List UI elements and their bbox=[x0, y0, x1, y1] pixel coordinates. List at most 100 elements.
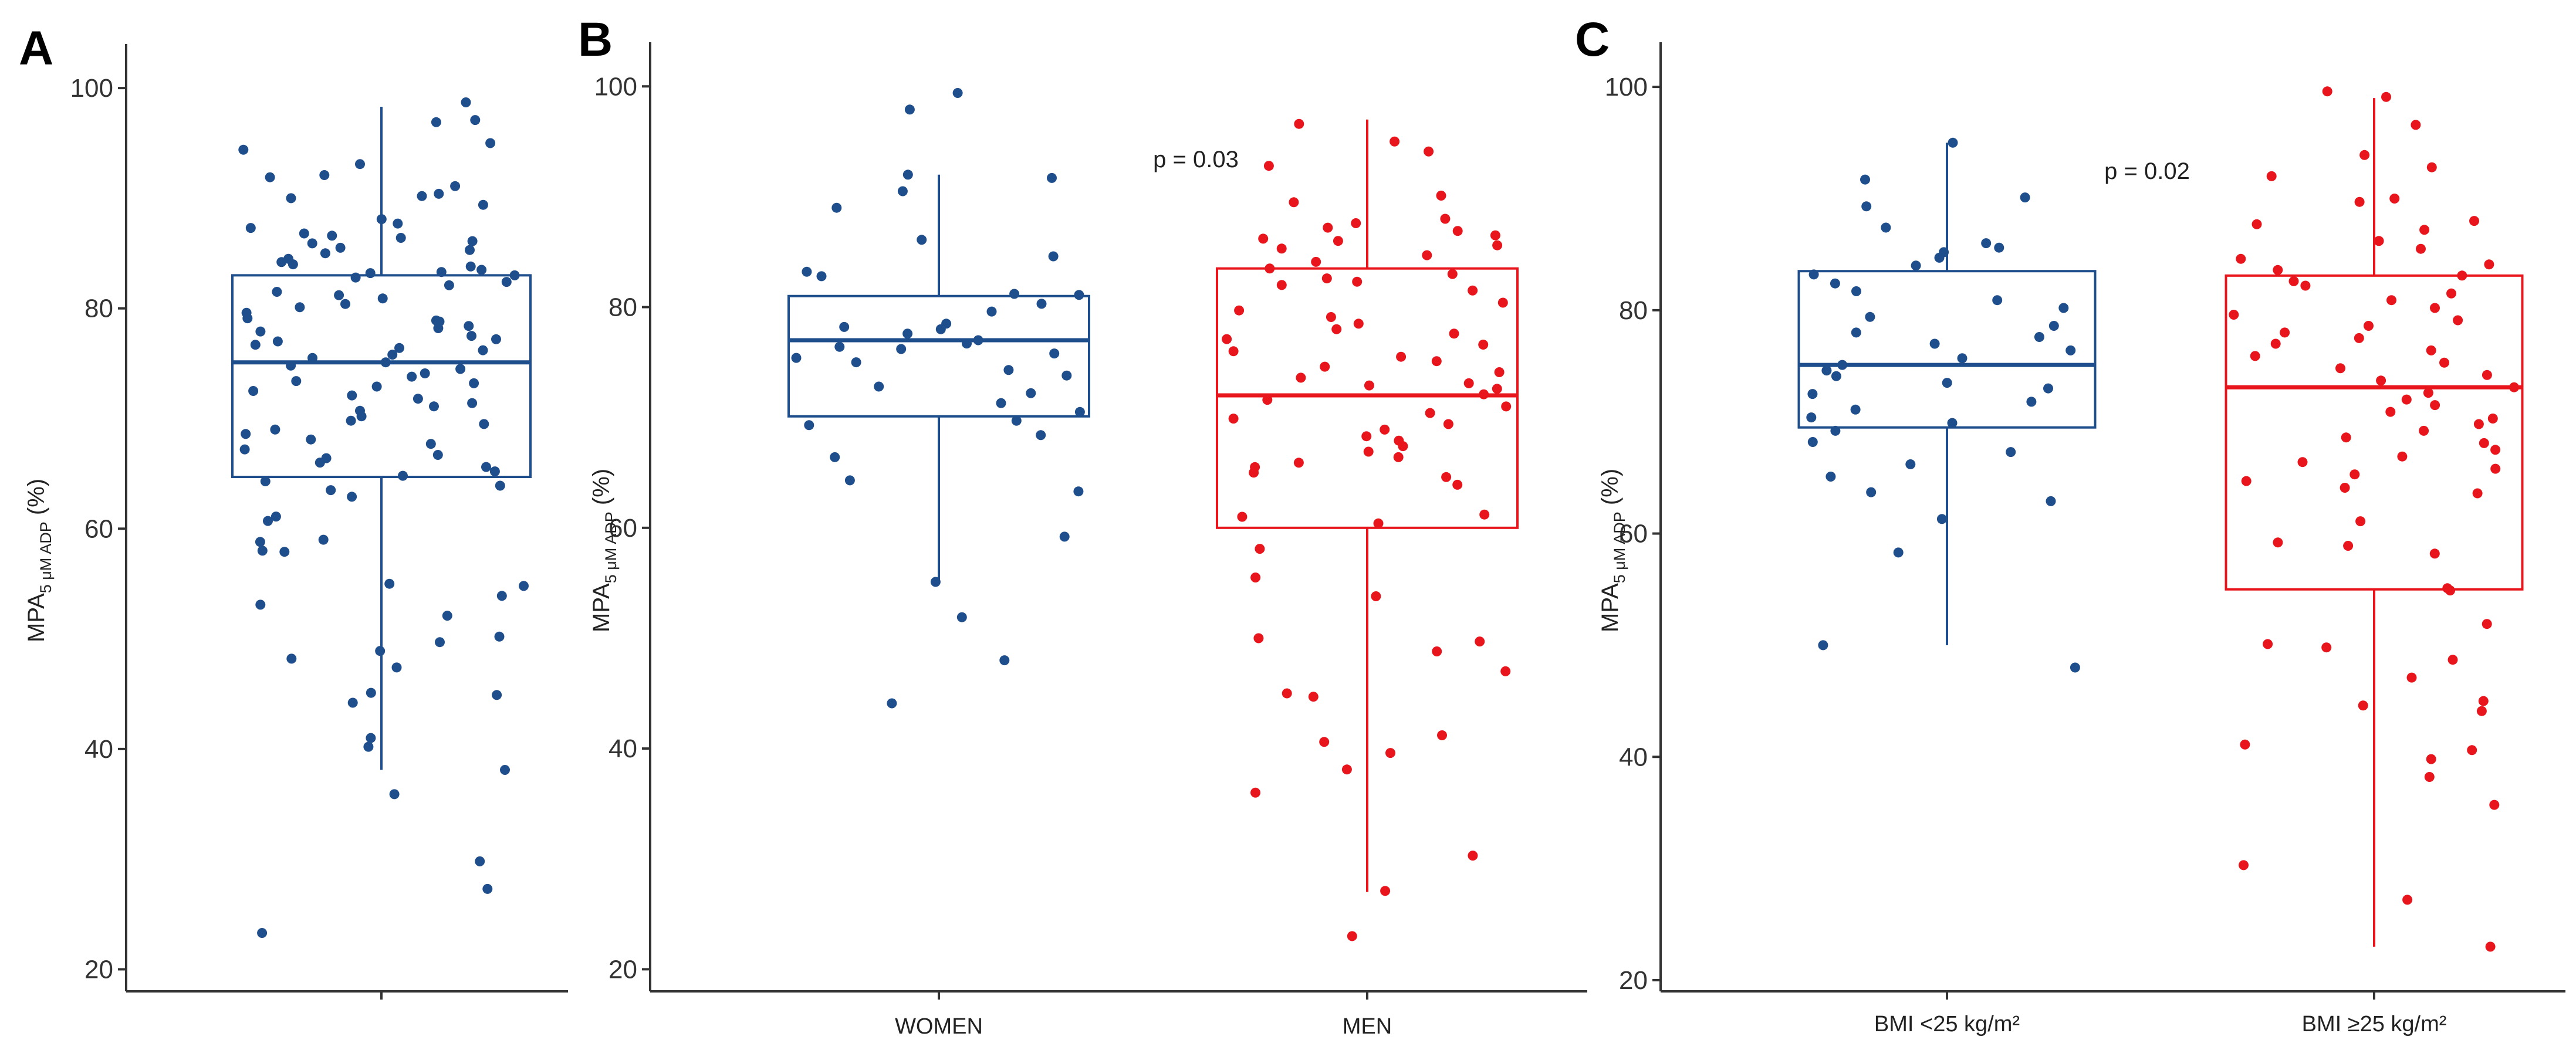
data-point bbox=[389, 789, 400, 800]
data-point bbox=[270, 424, 280, 435]
data-point bbox=[1808, 269, 1819, 280]
data-point bbox=[986, 306, 997, 317]
data-point bbox=[407, 371, 417, 382]
data-point bbox=[2355, 516, 2366, 527]
data-point bbox=[2484, 259, 2494, 270]
y-axis-title-unit: (%) bbox=[589, 469, 614, 512]
data-point bbox=[470, 115, 481, 126]
data-point bbox=[248, 386, 259, 396]
data-point bbox=[1222, 334, 1232, 344]
data-point bbox=[962, 338, 972, 349]
data-point bbox=[1821, 365, 1832, 376]
data-point bbox=[1228, 414, 1239, 424]
box bbox=[787, 294, 1090, 418]
data-point bbox=[2447, 655, 2458, 665]
data-point bbox=[464, 321, 474, 331]
data-point bbox=[2058, 303, 2069, 313]
data-point bbox=[1011, 415, 1022, 426]
data-point bbox=[2273, 265, 2283, 275]
y-tick-label: 60 bbox=[1619, 520, 1648, 548]
data-point bbox=[320, 248, 330, 259]
data-point bbox=[1424, 146, 1434, 157]
data-point bbox=[2266, 171, 2277, 181]
data-point bbox=[1237, 512, 1248, 522]
data-point bbox=[356, 411, 367, 422]
data-point bbox=[509, 270, 520, 280]
data-point bbox=[802, 266, 812, 277]
data-point bbox=[2026, 397, 2037, 407]
data-point bbox=[467, 236, 478, 246]
panel-letter: C bbox=[1575, 13, 1610, 66]
data-point bbox=[1393, 452, 1404, 462]
data-point bbox=[1258, 233, 1269, 244]
data-point bbox=[492, 690, 502, 700]
data-point bbox=[434, 188, 444, 199]
data-point bbox=[1475, 636, 1485, 647]
data-point bbox=[2426, 345, 2436, 355]
data-point bbox=[2343, 541, 2354, 551]
data-point bbox=[2300, 280, 2311, 291]
data-point bbox=[2374, 236, 2384, 246]
data-point bbox=[1047, 172, 1057, 183]
data-point bbox=[485, 138, 496, 148]
data-point bbox=[1492, 240, 1503, 250]
y-axis-title-sub: 5 μM ADP bbox=[37, 521, 55, 593]
data-point bbox=[2509, 382, 2519, 392]
data-point bbox=[1276, 280, 1287, 290]
data-point bbox=[469, 378, 479, 388]
data-point bbox=[2419, 425, 2429, 436]
data-point bbox=[1431, 356, 1442, 367]
data-point bbox=[1447, 269, 1458, 279]
data-point bbox=[2469, 216, 2479, 226]
y-axis-title: MPA5 μM ADP (%) bbox=[589, 469, 620, 632]
data-point bbox=[1293, 458, 1304, 468]
box bbox=[1797, 270, 2097, 429]
data-point bbox=[340, 299, 350, 309]
data-point bbox=[307, 238, 317, 249]
data-point bbox=[306, 434, 316, 445]
data-point bbox=[2402, 895, 2413, 905]
y-tick-label: 80 bbox=[1619, 296, 1648, 325]
y-tick-label: 100 bbox=[594, 72, 637, 101]
data-point bbox=[2297, 457, 2308, 468]
data-point bbox=[291, 376, 302, 387]
data-point bbox=[366, 687, 376, 698]
data-point bbox=[1443, 419, 1453, 429]
data-point bbox=[1061, 370, 1072, 381]
data-point bbox=[271, 512, 281, 522]
data-point bbox=[2252, 219, 2262, 229]
data-point bbox=[257, 546, 268, 556]
data-point bbox=[2446, 288, 2456, 299]
y-tick-label: 80 bbox=[608, 293, 637, 322]
data-point bbox=[272, 287, 282, 297]
data-point bbox=[2043, 383, 2053, 394]
data-point bbox=[327, 231, 337, 241]
data-point bbox=[1228, 346, 1239, 357]
data-point bbox=[1059, 531, 1070, 542]
data-point bbox=[1994, 242, 2004, 253]
category-label: BMI ≥25 kg/m² bbox=[2302, 1012, 2447, 1037]
data-point bbox=[2401, 394, 2412, 405]
data-point bbox=[2489, 800, 2500, 810]
data-point bbox=[1432, 646, 1442, 656]
data-point bbox=[299, 228, 309, 239]
data-point bbox=[2485, 941, 2496, 952]
data-point bbox=[1311, 256, 1321, 267]
data-point bbox=[1351, 218, 1361, 228]
data-point bbox=[355, 159, 365, 170]
data-point bbox=[2288, 276, 2299, 286]
panel-letter: A bbox=[19, 22, 53, 75]
data-point bbox=[2358, 700, 2368, 711]
y-tick-label: 20 bbox=[1619, 966, 1648, 995]
data-point bbox=[1361, 431, 1372, 442]
data-point bbox=[1282, 688, 1292, 699]
data-point bbox=[442, 611, 452, 621]
panel-b: B 20 40 60 80 100 MPA5 μM ADP (%) WOMEN MEN p = 0… bbox=[578, 13, 1587, 1039]
data-point bbox=[1371, 591, 1381, 601]
y-tick-label: 20 bbox=[608, 955, 637, 984]
data-point bbox=[2241, 476, 2252, 486]
data-point bbox=[1073, 486, 1084, 497]
data-point bbox=[1452, 479, 1463, 490]
data-point bbox=[1479, 509, 1490, 520]
data-point bbox=[371, 381, 382, 392]
